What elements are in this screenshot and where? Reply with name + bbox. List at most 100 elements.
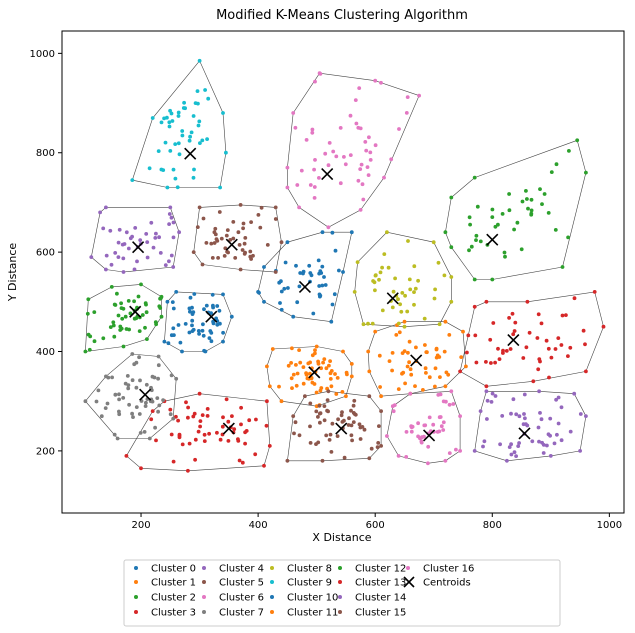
legend-marker: [202, 566, 206, 570]
point-cluster-15: [360, 425, 365, 429]
point-cluster-6: [368, 158, 373, 162]
point-cluster-12: [567, 149, 571, 153]
point-cluster-6: [365, 165, 370, 170]
point-cluster-3: [254, 417, 258, 422]
centroid-marker: [335, 422, 348, 435]
point-cluster-4: [151, 245, 156, 250]
point-cluster-3: [215, 430, 219, 435]
point-cluster-0: [317, 284, 322, 288]
point-cluster-7: [153, 425, 158, 430]
legend-marker: [338, 580, 342, 584]
centroid-marker: [298, 280, 312, 293]
point-cluster-12: [566, 235, 570, 240]
point-cluster-1: [378, 385, 382, 389]
point-cluster-13: [527, 330, 532, 335]
centroid-marker: [321, 168, 334, 181]
point-cluster-14: [514, 454, 518, 458]
point-cluster-3: [196, 429, 201, 434]
centroid-marker: [184, 147, 197, 160]
point-cluster-8: [361, 322, 366, 327]
legend-entry: Cluster 6: [202, 593, 264, 604]
point-cluster-14: [559, 405, 564, 410]
legend-entry: Cluster 3: [134, 608, 196, 619]
point-cluster-6: [338, 126, 343, 130]
point-cluster-4: [149, 220, 154, 225]
point-cluster-3: [177, 435, 182, 440]
point-cluster-8: [400, 291, 405, 295]
point-cluster-9: [163, 140, 168, 145]
point-cluster-4: [116, 240, 121, 245]
point-cluster-15: [293, 420, 298, 425]
legend: Cluster 0 Cluster 1 Cluster 2 Cluster 3 Clus…: [123, 559, 561, 627]
legend-label: Cluster 11: [287, 608, 338, 619]
point-cluster-12: [443, 230, 448, 235]
point-cluster-16: [391, 409, 396, 414]
point-cluster-7: [105, 401, 110, 406]
point-cluster-0: [262, 265, 266, 269]
hull-cluster-7: [85, 353, 177, 439]
point-cluster-2: [158, 306, 163, 310]
point-cluster-14: [545, 443, 549, 448]
point-cluster-9: [176, 141, 181, 146]
point-cluster-10: [169, 333, 174, 338]
point-cluster-6: [310, 127, 315, 132]
point-cluster-8: [352, 290, 357, 294]
point-cluster-3: [154, 438, 158, 443]
legend-entry: Cluster 8: [270, 564, 332, 575]
point-cluster-2: [144, 302, 148, 307]
point-cluster-10: [215, 322, 220, 327]
point-cluster-13: [564, 313, 568, 317]
point-cluster-0: [279, 279, 283, 284]
point-cluster-15: [336, 417, 340, 422]
point-cluster-1: [408, 367, 413, 372]
point-cluster-10: [187, 330, 192, 335]
point-cluster-3: [187, 441, 192, 446]
point-cluster-12: [507, 192, 511, 196]
point-cluster-14: [484, 389, 489, 394]
point-cluster-15: [369, 446, 374, 451]
point-cluster-15: [318, 420, 322, 425]
point-cluster-8: [416, 278, 420, 283]
point-cluster-5: [238, 203, 243, 207]
point-cluster-8: [412, 302, 416, 307]
point-cluster-6: [361, 197, 366, 202]
point-cluster-15: [349, 423, 354, 428]
point-cluster-12: [529, 208, 534, 213]
point-cluster-3: [198, 419, 203, 423]
point-cluster-16: [438, 415, 443, 419]
point-cluster-11: [295, 371, 300, 376]
point-cluster-8: [432, 296, 437, 301]
point-cluster-15: [291, 414, 296, 418]
point-cluster-12: [490, 215, 495, 220]
point-cluster-3: [236, 439, 241, 443]
point-cluster-7: [138, 378, 142, 383]
legend-entry: Cluster 9: [270, 578, 332, 589]
point-cluster-16: [447, 451, 452, 455]
point-cluster-11: [289, 376, 294, 381]
point-cluster-8: [412, 290, 416, 294]
point-cluster-16: [441, 428, 446, 432]
point-cluster-14: [554, 397, 558, 402]
point-cluster-4: [98, 210, 102, 215]
point-cluster-14: [517, 414, 522, 419]
point-cluster-8: [393, 276, 397, 281]
point-cluster-8: [391, 289, 396, 294]
point-cluster-4: [113, 251, 118, 255]
legend-marker: [338, 595, 342, 599]
point-cluster-4: [154, 231, 158, 236]
point-cluster-3: [237, 458, 242, 463]
point-cluster-9: [170, 119, 175, 123]
point-cluster-8: [396, 297, 400, 302]
point-cluster-6: [334, 154, 339, 159]
point-cluster-0: [330, 302, 335, 307]
point-cluster-11: [329, 384, 334, 389]
legend-entry: Cluster 7: [202, 608, 264, 619]
point-cluster-5: [265, 243, 270, 247]
point-cluster-3: [180, 442, 185, 447]
point-cluster-7: [150, 399, 155, 404]
point-cluster-5: [224, 233, 229, 238]
point-cluster-13: [531, 379, 536, 384]
point-cluster-5: [243, 236, 248, 240]
point-cluster-9: [206, 96, 211, 101]
point-cluster-1: [387, 359, 392, 363]
